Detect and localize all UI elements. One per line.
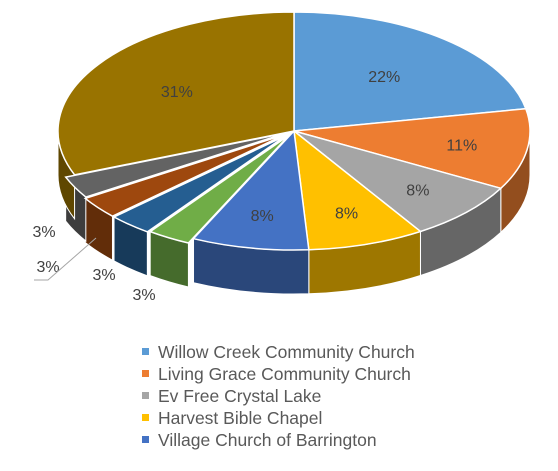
pie-slice — [293, 129, 423, 251]
legend-swatch — [142, 348, 149, 355]
pie-slice — [293, 107, 531, 190]
pie-slice — [192, 129, 310, 251]
legend-swatch — [142, 414, 149, 421]
pie-slice — [83, 133, 285, 218]
legend-swatch — [142, 436, 149, 443]
data-label: 22% — [368, 69, 400, 86]
data-label: 8% — [335, 205, 358, 222]
pie-top-layer — [57, 11, 531, 251]
data-label: 3% — [32, 224, 55, 241]
data-label: 3% — [92, 267, 115, 284]
data-label: 31% — [161, 84, 193, 101]
legend-label: Ev Free Crystal Lake — [158, 386, 322, 406]
data-label: 3% — [132, 287, 155, 304]
pie-slice — [57, 11, 295, 176]
legend-label: Willow Creek Community Church — [158, 342, 415, 362]
leader-line — [34, 237, 97, 281]
data-label: 11% — [446, 137, 477, 154]
pie-slice — [64, 132, 286, 198]
legend-label: Village Church of Barrington — [158, 430, 377, 450]
pie-slice — [293, 130, 503, 233]
pie-slice — [112, 134, 287, 233]
pie-slice — [148, 134, 290, 244]
pie-slice — [293, 11, 527, 132]
legend-swatch — [142, 392, 149, 399]
data-label: 8% — [406, 183, 429, 200]
data-label: 8% — [251, 208, 274, 225]
legend-swatch — [142, 370, 149, 377]
pie-labels: 22% 11% 8% 8% 8% 3% 3% 3% 3% 31% — [32, 69, 477, 304]
legend-label: Harvest Bible Chapel — [158, 408, 323, 428]
legend-label: Living Grace Community Church — [158, 364, 411, 384]
data-label: 3% — [36, 259, 59, 276]
